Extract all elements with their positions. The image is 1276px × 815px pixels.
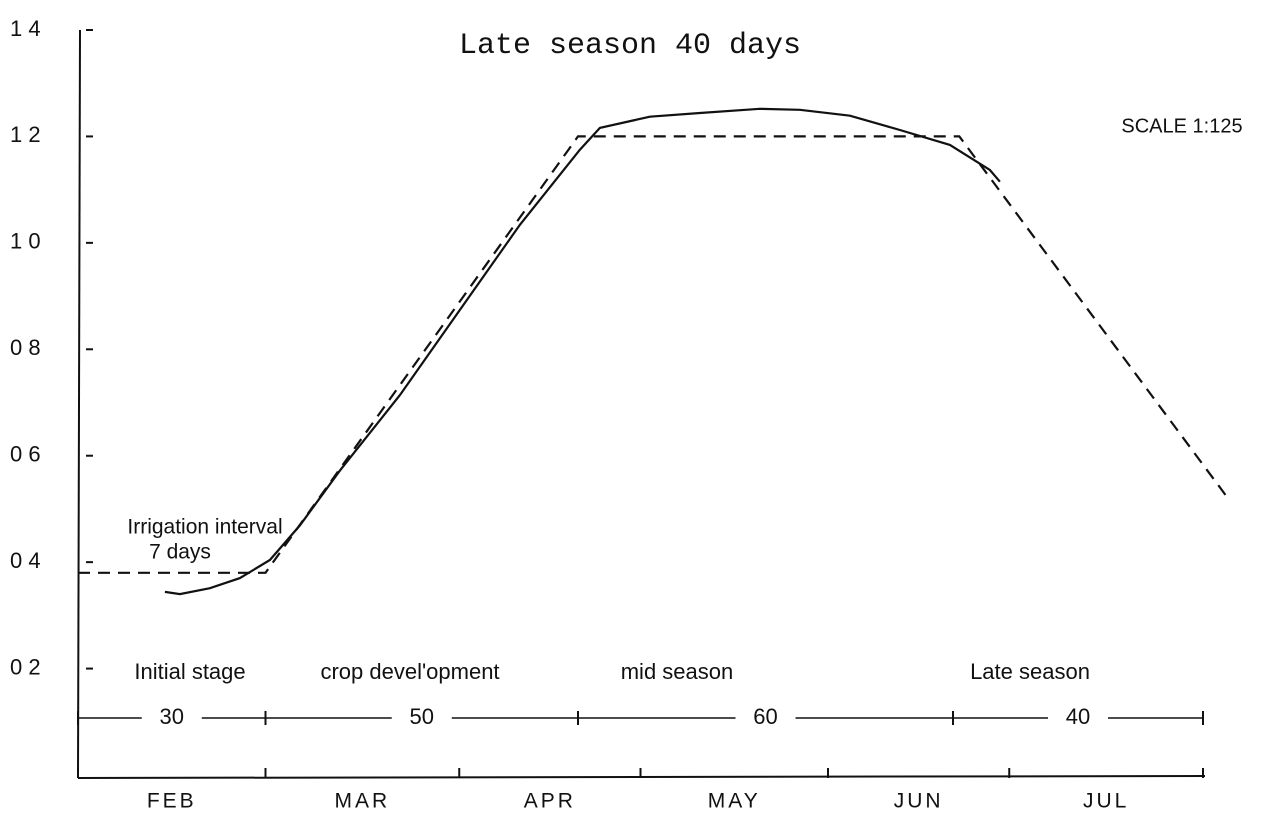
month-label: JUL: [1083, 790, 1129, 813]
stage-label: mid season: [621, 659, 734, 684]
label-bg: [1048, 704, 1108, 732]
annotation: Irrigation interval: [127, 516, 282, 539]
month-label: JUN: [894, 790, 944, 813]
stage-label: crop devel'opment: [320, 659, 499, 684]
y-tick-label: 1 2: [10, 122, 41, 147]
scale-note: SCALE 1:125: [1121, 115, 1242, 137]
month-label: APR: [524, 790, 576, 813]
stage-label: Late season: [970, 659, 1090, 684]
chart-title: Late season 40 days: [459, 29, 801, 63]
label-bg: [141, 704, 202, 732]
label-bg: [735, 704, 796, 732]
y-tick-label: 0 4: [10, 548, 41, 573]
month-label: MAY: [708, 790, 761, 813]
stage-days: 40: [1066, 704, 1090, 729]
y-tick-label: 0 8: [10, 335, 41, 360]
stage-days: 50: [410, 704, 434, 729]
y-tick-label: 1 4: [10, 16, 41, 41]
series-line: [78, 135, 1229, 574]
annotation: 7 days: [149, 541, 211, 564]
month-label: MAR: [335, 790, 391, 813]
stage-label: Initial stage: [134, 659, 245, 684]
stage-days: 30: [160, 704, 184, 729]
month-label: FEB: [147, 790, 197, 813]
y-axis: [77, 29, 81, 779]
y-tick-label: 1 0: [10, 229, 41, 254]
label-bg: [391, 704, 452, 732]
y-tick-label: 0 6: [10, 442, 41, 467]
stage-days: 60: [753, 704, 777, 729]
y-tick-label: 0 2: [10, 654, 41, 679]
series-line: [164, 107, 1001, 596]
